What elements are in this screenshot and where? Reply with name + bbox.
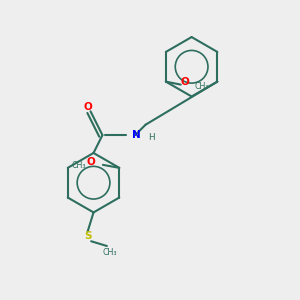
Text: N: N [132, 130, 141, 140]
Text: O: O [181, 77, 190, 87]
Text: S: S [84, 231, 91, 241]
Text: CH₃: CH₃ [194, 82, 209, 91]
Text: CH₃: CH₃ [103, 248, 117, 257]
Text: H: H [148, 133, 155, 142]
Text: O: O [87, 158, 95, 167]
Text: CH₃: CH₃ [71, 161, 86, 170]
Text: O: O [84, 102, 93, 112]
